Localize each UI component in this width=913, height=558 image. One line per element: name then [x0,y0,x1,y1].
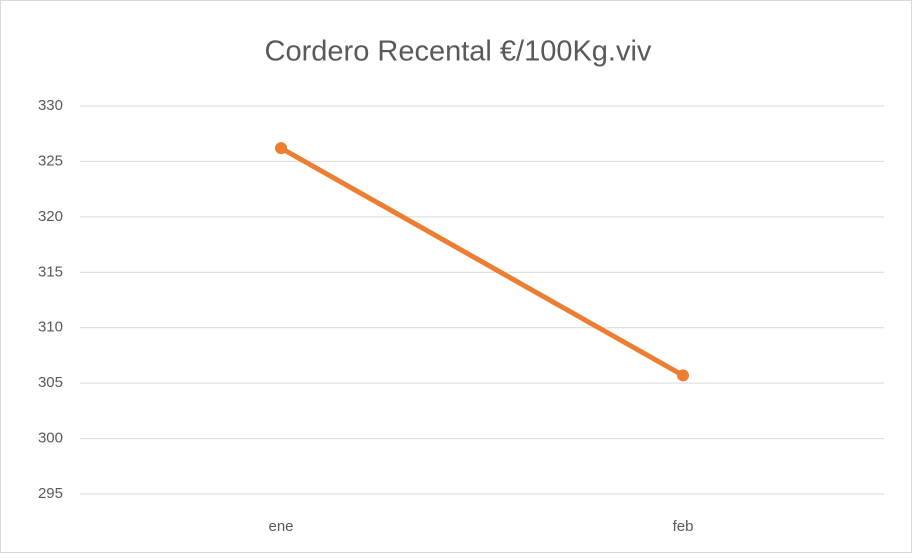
y-tick-label: 295 [38,485,63,502]
y-tick-label: 320 [38,208,63,225]
y-tick-label: 315 [38,263,63,280]
chart-title: Cordero Recental €/100Kg.viv [265,36,652,68]
series-line [278,145,686,378]
x-tick-label: ene [268,518,293,535]
y-tick-label: 330 [38,97,63,114]
point [275,142,287,155]
y-tick-label: 305 [38,374,63,391]
y-tick-label: 300 [38,430,63,447]
x-tick-label: feb [673,518,694,535]
y-tick-label: 310 [38,319,63,336]
y-tick-label: 325 [38,152,63,169]
point [677,369,689,382]
